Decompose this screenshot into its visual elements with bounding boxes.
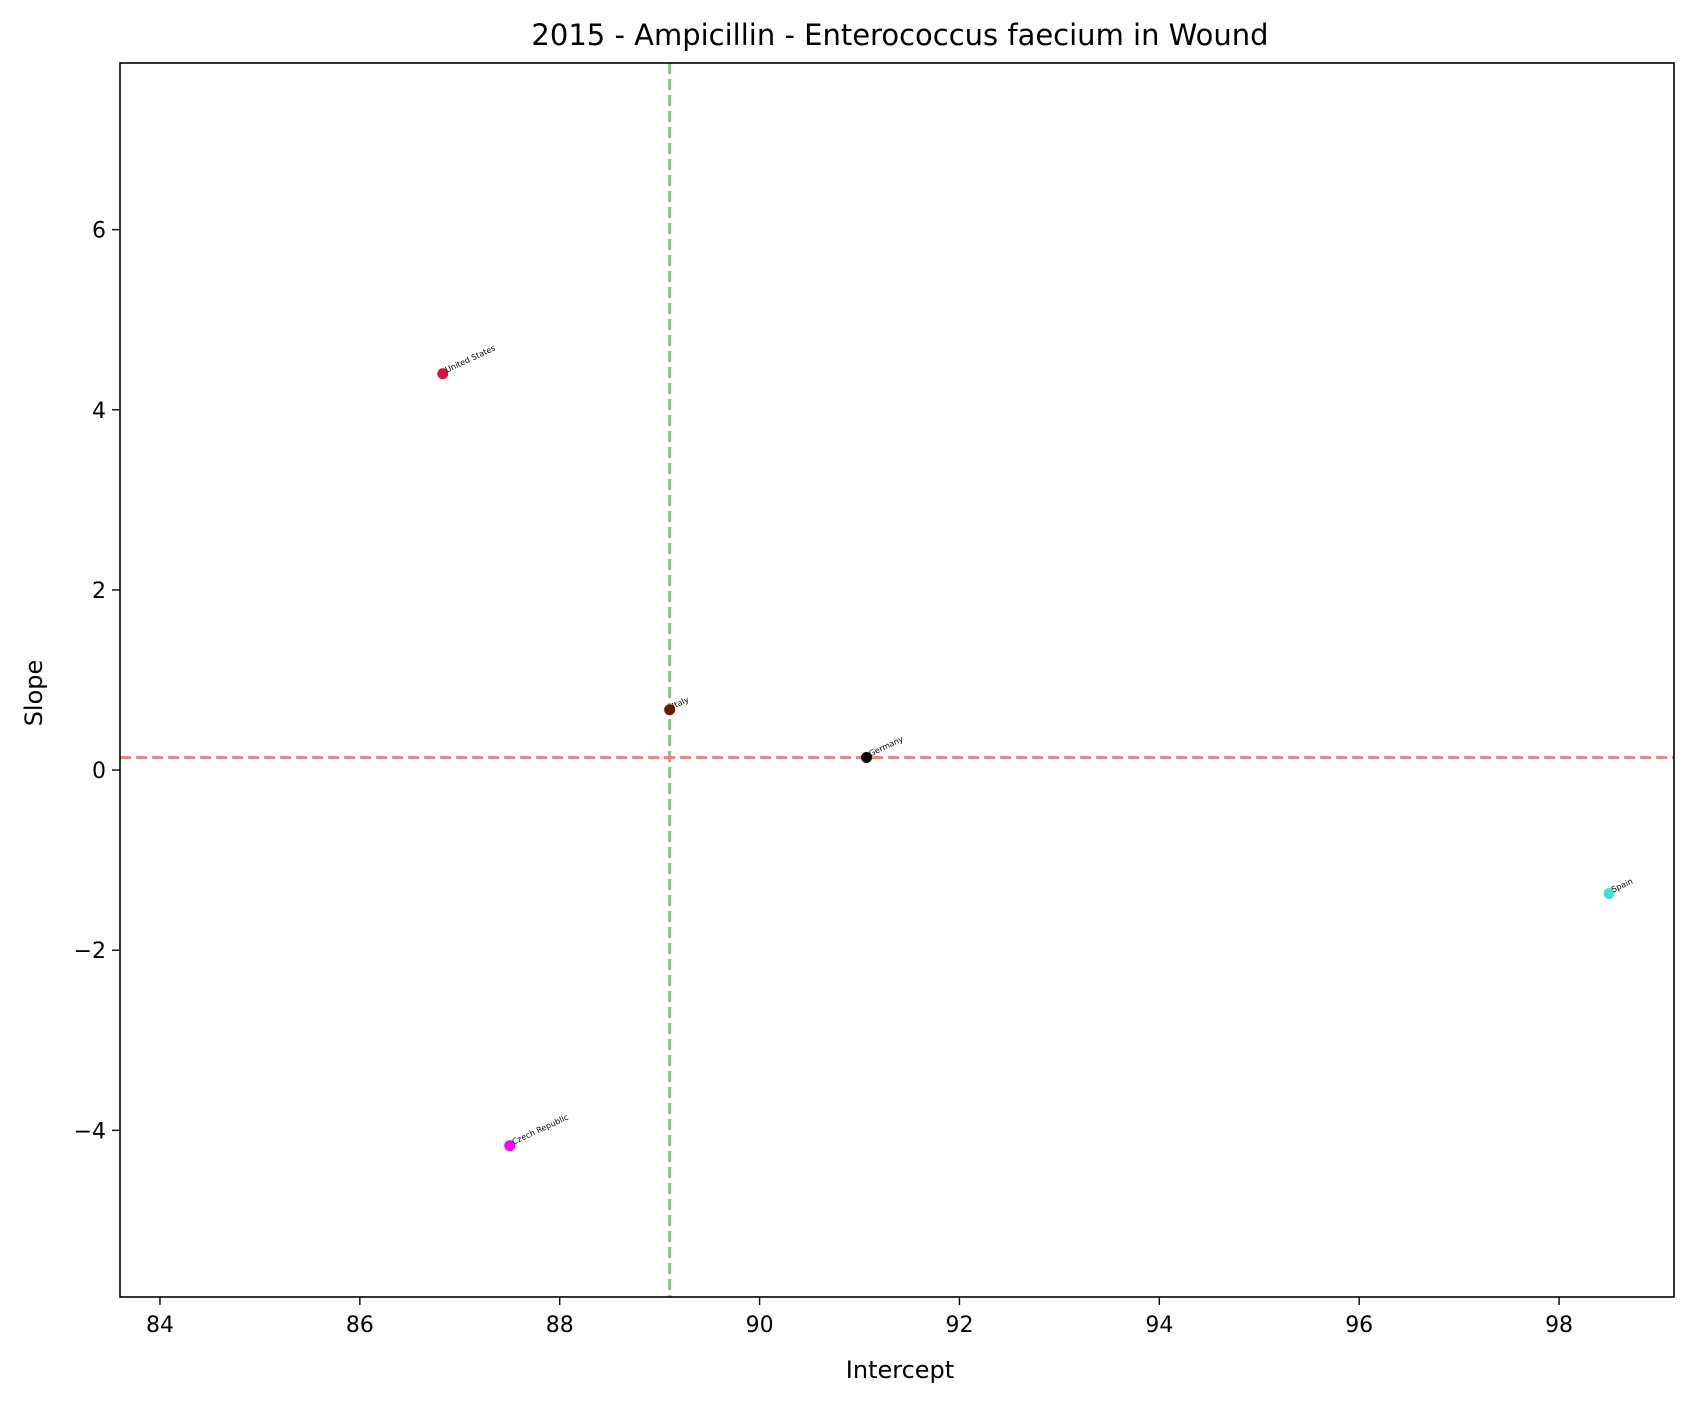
x-tick-label: 92 <box>945 1313 973 1338</box>
x-tick-label: 88 <box>546 1313 574 1338</box>
y-tick-label: −2 <box>74 939 106 964</box>
x-tick-label: 90 <box>746 1313 774 1338</box>
plot-frame <box>119 62 1675 1298</box>
data-point <box>504 1140 516 1152</box>
y-tick-label: 2 <box>92 579 106 604</box>
y-tick-label: 0 <box>92 759 106 784</box>
x-tick-label: 98 <box>1545 1313 1573 1338</box>
x-tick-label: 86 <box>346 1313 374 1338</box>
x-axis-title: Intercept <box>846 1356 954 1384</box>
x-tick-label: 94 <box>1145 1313 1173 1338</box>
chart-title: 2015 - Ampicillin - Enterococcus faecium… <box>531 18 1268 52</box>
x-tick-label: 96 <box>1345 1313 1373 1338</box>
y-tick-label: 6 <box>92 219 106 244</box>
x-tick-label: 84 <box>146 1313 174 1338</box>
y-tick-label: −4 <box>74 1119 106 1144</box>
data-point <box>664 704 676 716</box>
y-axis-title: Slope <box>20 660 48 727</box>
data-point <box>861 751 873 763</box>
y-tick-label: 4 <box>92 399 106 424</box>
data-point <box>437 368 449 380</box>
data-point <box>1603 887 1615 899</box>
